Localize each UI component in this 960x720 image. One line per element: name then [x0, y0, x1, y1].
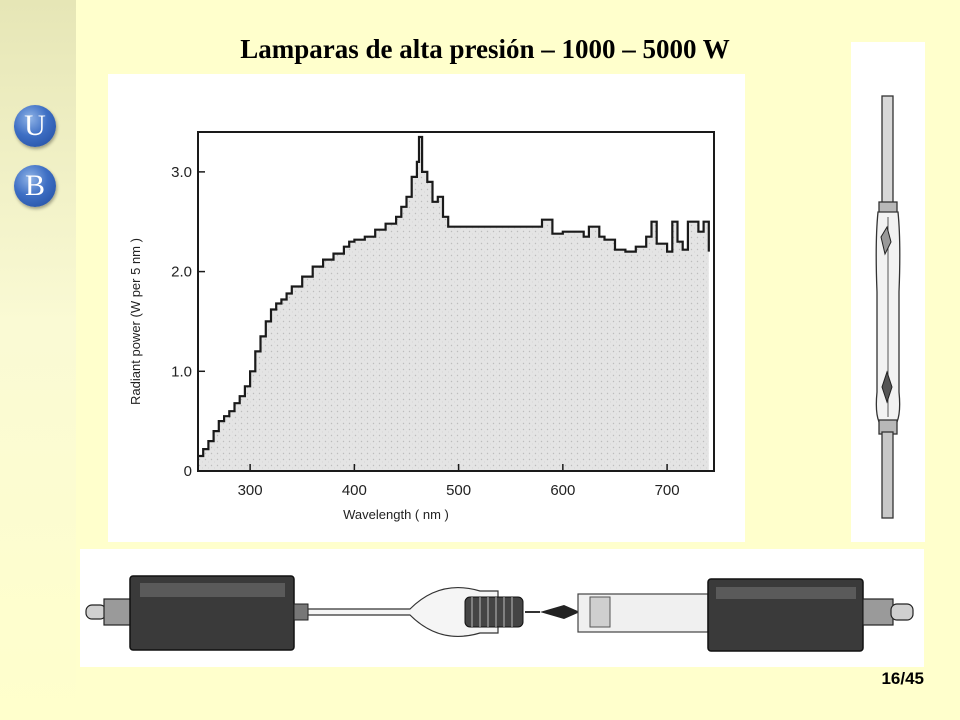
sidebar: U B [0, 0, 76, 720]
x-tick-label: 300 [238, 482, 263, 499]
lamp-horizontal-drawing [85, 575, 914, 652]
chart-svg: 300 400 500 600 700 0 1.0 2.0 3.0 Wavelength ( … [128, 131, 715, 522]
lamp-photo-vertical [851, 42, 925, 542]
page-number: 16/45 [881, 669, 924, 688]
plot-frame [197, 131, 715, 472]
spectrum-chart: 300 400 500 600 700 0 1.0 2.0 3.0 Wavelength ( … [108, 74, 745, 542]
x-axis-ticks: 300 400 500 600 700 [238, 464, 680, 499]
x-tick-label: 700 [655, 482, 680, 499]
spectrum-area-fill [198, 137, 709, 471]
x-tick-label: 600 [550, 482, 575, 499]
y-tick-label: 0 [184, 463, 192, 480]
y-axis-label: Radiant power (W per 5 nm ) [128, 238, 143, 405]
y-axis-ticks: 0 1.0 2.0 3.0 [171, 164, 205, 480]
x-axis-label: Wavelength ( nm ) [343, 507, 449, 522]
lamp-photo-horizontal [80, 549, 924, 667]
slide-title: Lamparas de alta presión – 1000 – 5000 W [240, 34, 730, 64]
logo-letter-u: U [14, 105, 56, 147]
y-tick-label: 1.0 [171, 363, 192, 380]
lamp-vertical-drawing [875, 95, 901, 519]
spectrum-line [198, 135, 710, 458]
x-tick-label: 500 [446, 482, 471, 499]
logo-letter-b: B [14, 165, 56, 207]
x-tick-label: 400 [342, 482, 367, 499]
y-tick-label: 3.0 [171, 164, 192, 181]
y-tick-label: 2.0 [171, 264, 192, 281]
